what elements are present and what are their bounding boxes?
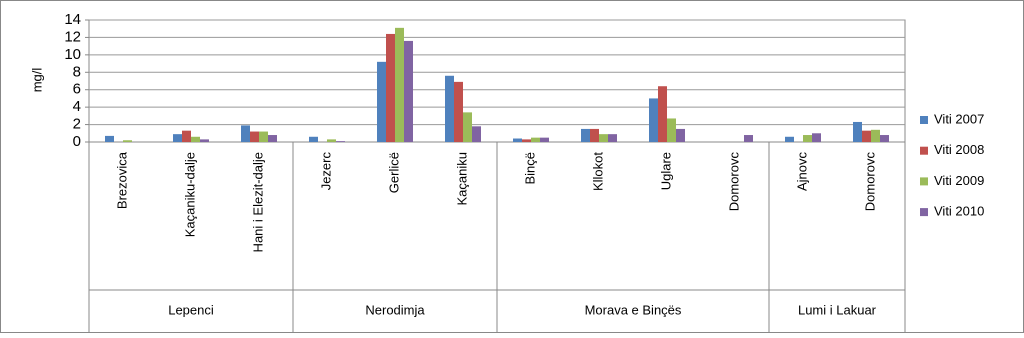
bar bbox=[540, 137, 549, 142]
bar bbox=[599, 134, 608, 142]
y-tick-label: 14 bbox=[64, 11, 81, 28]
bar bbox=[472, 126, 481, 142]
legend-swatch bbox=[920, 208, 928, 217]
legend-label: Viti 2009 bbox=[934, 173, 984, 188]
y-tick-label: 2 bbox=[73, 116, 81, 133]
y-tick-label: 6 bbox=[73, 81, 81, 98]
bar bbox=[581, 128, 590, 142]
x-tick-label: Jezerc bbox=[318, 152, 333, 191]
bar bbox=[531, 137, 540, 142]
bar bbox=[871, 129, 880, 142]
y-tick-label: 0 bbox=[73, 133, 81, 150]
x-tick-label: Hani i Elezit-dalje bbox=[250, 152, 265, 252]
bar bbox=[386, 33, 395, 142]
y-axis-title: mg/l bbox=[29, 68, 44, 93]
bar bbox=[105, 135, 114, 142]
legend-label: Viti 2010 bbox=[934, 204, 984, 219]
y-tick-label: 4 bbox=[73, 98, 81, 115]
x-tick-label: Gerlicë bbox=[386, 152, 401, 193]
bar bbox=[395, 27, 404, 142]
bar bbox=[513, 138, 522, 142]
x-tick-label: Ajnovc bbox=[794, 152, 809, 192]
bar bbox=[336, 141, 345, 142]
bar bbox=[853, 121, 862, 142]
x-tick-label: Kaçaniku-dalje bbox=[182, 152, 197, 237]
x-tick-label: Uglare bbox=[658, 152, 673, 190]
bar bbox=[268, 135, 277, 142]
legend-swatch bbox=[920, 116, 928, 124]
bar bbox=[590, 128, 599, 142]
x-tick-label: Domorovc bbox=[726, 152, 741, 212]
bar bbox=[522, 139, 531, 142]
plot-area bbox=[88, 19, 906, 143]
group-label: Nerodimja bbox=[365, 302, 425, 317]
y-tick-label: 10 bbox=[64, 46, 81, 63]
bar bbox=[200, 139, 209, 142]
bar bbox=[123, 140, 132, 142]
bar bbox=[608, 134, 617, 142]
x-tick-label: Kaçaniku bbox=[454, 152, 469, 205]
bar bbox=[862, 130, 871, 142]
bar bbox=[191, 136, 200, 142]
x-tick-label: Domorovc bbox=[862, 152, 877, 212]
bar bbox=[241, 125, 250, 142]
x-tick-label: Binçë bbox=[522, 152, 537, 185]
bar bbox=[785, 136, 794, 142]
bar bbox=[259, 131, 268, 142]
bar bbox=[404, 40, 413, 142]
bar bbox=[327, 139, 336, 142]
legend-label: Viti 2007 bbox=[934, 111, 984, 126]
bar bbox=[880, 135, 889, 142]
y-tick-label: 8 bbox=[73, 63, 81, 80]
bar bbox=[377, 61, 386, 143]
bar bbox=[250, 131, 259, 142]
bar bbox=[812, 133, 821, 142]
bar bbox=[463, 112, 472, 142]
group-label: Lepenci bbox=[168, 302, 214, 317]
bar bbox=[667, 118, 676, 142]
bar bbox=[658, 86, 667, 142]
group-label: Morava e Binçës bbox=[585, 302, 682, 317]
bar bbox=[676, 128, 685, 142]
legend-swatch bbox=[920, 146, 928, 155]
bar bbox=[309, 136, 318, 142]
x-tick-label: Brezovica bbox=[114, 151, 129, 209]
bar bbox=[445, 75, 454, 142]
legend-swatch bbox=[920, 177, 928, 186]
bar bbox=[803, 135, 812, 142]
group-label: Lumi i Lakuar bbox=[798, 302, 877, 317]
bar bbox=[182, 130, 191, 142]
y-tick-label: 12 bbox=[64, 28, 81, 45]
legend-label: Viti 2008 bbox=[934, 142, 984, 157]
bar bbox=[454, 81, 463, 142]
x-tick-label: Kllokot bbox=[590, 152, 605, 191]
bar bbox=[173, 134, 182, 142]
bar bbox=[744, 135, 753, 142]
bar bbox=[649, 98, 658, 142]
